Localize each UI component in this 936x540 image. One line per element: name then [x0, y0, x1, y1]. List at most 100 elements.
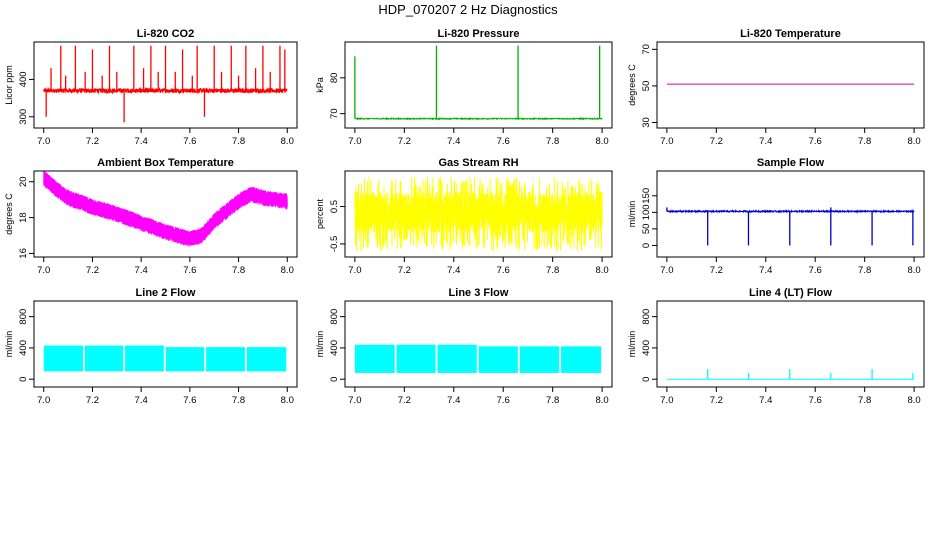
y-axis-label: Licor ppm	[4, 65, 14, 105]
figure-title: HDP_070207 2 Hz Diagnostics	[378, 2, 558, 17]
x-tick-label: 7.6	[809, 265, 822, 276]
y-tick-label: 0	[329, 377, 340, 382]
series-4	[43, 171, 288, 247]
x-tick-label: 7.6	[497, 265, 510, 276]
panel-title: Li-820 CO2	[137, 28, 194, 40]
panel-title: Line 4 (LT) Flow	[749, 287, 832, 299]
x-tick-label: 8.0	[596, 136, 609, 147]
panel-title: Ambient Box Temperature	[97, 157, 234, 169]
x-tick-label: 7.0	[348, 136, 361, 147]
flow-block	[165, 347, 205, 372]
x-tick-label: 7.2	[398, 395, 411, 406]
x-tick-label: 7.2	[86, 395, 99, 406]
plot-frame	[344, 300, 613, 388]
x-tick-label: 7.4	[759, 265, 772, 276]
x-tick-label: 7.6	[497, 136, 510, 147]
x-tick-label: 7.4	[447, 395, 460, 406]
flow-block	[84, 345, 124, 372]
x-tick-label: 8.0	[908, 395, 921, 406]
y-axis-label: ml/min	[315, 331, 325, 358]
x-tick-label: 8.0	[908, 265, 921, 276]
y-tick-label: 16	[18, 248, 29, 259]
x-tick-label: 7.4	[759, 395, 772, 406]
y-tick-label: 0	[641, 377, 652, 382]
panel-title: Li-820 Pressure	[438, 28, 520, 40]
series-line	[43, 171, 288, 247]
x-tick-label: 8.0	[281, 395, 294, 406]
panel-3: Li-820 Temperature 7.0 7.2 7.4 7.6 7.8 8.0 30 50…	[627, 28, 925, 147]
x-tick-label: 7.6	[183, 395, 196, 406]
plot-frame	[344, 41, 613, 129]
x-tick-label: 8.0	[281, 136, 294, 147]
panel-title: Li-820 Temperature	[740, 28, 841, 40]
x-tick-label: 7.6	[497, 395, 510, 406]
plot-frame	[33, 300, 298, 388]
x-tick-label: 7.4	[759, 136, 772, 147]
plot-frame	[33, 170, 298, 258]
y-tick-label: 0.5	[329, 200, 340, 213]
x-tick-label: 7.6	[809, 395, 822, 406]
x-tick-label: 7.0	[660, 136, 673, 147]
y-tick-label: 400	[18, 340, 29, 356]
panel-title: Gas Stream RH	[438, 157, 518, 169]
x-tick-label: 7.8	[232, 395, 245, 406]
y-tick-label: 0	[18, 377, 29, 382]
x-tick-label: 7.4	[447, 265, 460, 276]
y-tick-label: 150	[641, 188, 652, 204]
y-tick-label: -0.5	[329, 236, 340, 252]
x-tick-label: 7.2	[710, 136, 723, 147]
flow-block	[125, 345, 164, 372]
y-axis-label: percent	[315, 198, 325, 229]
flow-block	[519, 346, 560, 373]
y-tick-label: 800	[641, 309, 652, 325]
panel-title: Line 3 Flow	[449, 287, 509, 299]
panel-2: Li-820 Pressure 7.0 7.2 7.4 7.6 7.8 8.0 70 80 kPa	[315, 28, 613, 147]
x-tick-label: 7.8	[858, 136, 871, 147]
y-tick-label: 800	[329, 309, 340, 325]
flow-block	[437, 344, 477, 373]
panel-4: Ambient Box Temperature 7.0 7.2 7.4 7.6 7.8 8.…	[4, 157, 298, 276]
flow-block	[43, 345, 83, 372]
x-tick-label: 7.0	[37, 136, 50, 147]
x-tick-label: 7.2	[86, 136, 99, 147]
flow-block	[246, 347, 287, 372]
y-axis-label: ml/min	[627, 201, 637, 228]
x-tick-label: 7.6	[183, 265, 196, 276]
y-axis-label: degrees C	[627, 64, 637, 106]
x-tick-label: 7.2	[86, 265, 99, 276]
x-tick-label: 7.2	[710, 395, 723, 406]
y-tick-label: 800	[18, 309, 29, 325]
x-tick-label: 7.0	[660, 395, 673, 406]
panel-title: Sample Flow	[757, 157, 825, 169]
y-tick-label: 400	[18, 71, 29, 87]
x-tick-label: 7.4	[135, 265, 148, 276]
x-tick-label: 7.8	[858, 395, 871, 406]
x-tick-label: 7.0	[660, 265, 673, 276]
x-tick-label: 8.0	[281, 265, 294, 276]
x-tick-label: 7.2	[710, 265, 723, 276]
y-tick-label: 50	[641, 224, 652, 235]
x-tick-label: 8.0	[908, 136, 921, 147]
y-tick-label: 70	[329, 108, 340, 119]
panel-1: Li-820 CO2 7.0 7.2 7.4 7.6 7.8 8.0 300 400 Licor …	[4, 28, 298, 147]
flow-block	[354, 344, 395, 373]
x-tick-label: 7.4	[135, 136, 148, 147]
series-6	[666, 207, 915, 246]
x-tick-label: 7.8	[858, 265, 871, 276]
panel-title: Line 2 Flow	[136, 287, 196, 299]
plot-frame	[656, 300, 925, 388]
y-tick-label: 400	[329, 340, 340, 356]
series-8	[354, 344, 602, 373]
series-line	[354, 176, 603, 252]
series-line	[43, 86, 288, 95]
x-tick-label: 7.0	[37, 265, 50, 276]
plot-frame	[33, 41, 298, 129]
x-tick-label: 7.8	[232, 136, 245, 147]
plot-frame	[656, 41, 925, 129]
y-tick-label: 50	[641, 81, 652, 92]
y-tick-label: 30	[641, 117, 652, 128]
x-tick-label: 7.2	[398, 265, 411, 276]
x-tick-label: 7.0	[348, 265, 361, 276]
x-tick-label: 7.4	[447, 136, 460, 147]
y-axis-label: degrees C	[4, 193, 14, 235]
